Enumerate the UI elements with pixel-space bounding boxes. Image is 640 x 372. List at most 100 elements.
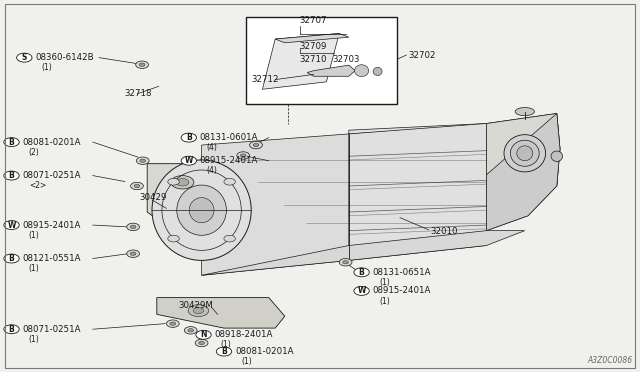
Ellipse shape [511,140,539,166]
Text: 32718: 32718 [125,89,152,98]
Circle shape [140,159,146,162]
Circle shape [195,339,208,347]
Polygon shape [157,298,285,328]
Ellipse shape [504,135,545,172]
Text: B: B [9,325,14,334]
Ellipse shape [373,67,382,76]
Circle shape [196,330,211,339]
Polygon shape [486,113,560,231]
Circle shape [216,347,232,356]
Text: 32710: 32710 [300,55,327,64]
Circle shape [131,252,136,255]
Ellipse shape [224,235,236,242]
Text: 08915-2401A: 08915-2401A [372,286,431,295]
Circle shape [241,154,246,157]
Polygon shape [202,231,525,275]
Text: 32703: 32703 [333,55,360,64]
Circle shape [166,320,179,327]
Polygon shape [486,113,560,231]
Circle shape [339,259,352,266]
Text: 08131-0601A: 08131-0601A [200,133,258,142]
Circle shape [131,182,143,190]
Text: N: N [200,330,207,339]
Polygon shape [262,33,339,89]
Text: (1): (1) [29,335,40,344]
Circle shape [188,329,193,332]
Text: 08918-2401A: 08918-2401A [214,330,273,339]
Circle shape [170,322,175,325]
Circle shape [131,225,136,228]
Circle shape [136,157,149,164]
Text: S: S [22,53,27,62]
Circle shape [253,143,259,147]
Circle shape [4,171,19,180]
Text: (1): (1) [379,297,390,306]
Ellipse shape [551,151,563,161]
Text: B: B [359,268,364,277]
Circle shape [140,63,145,67]
Ellipse shape [224,179,236,185]
Ellipse shape [168,179,179,185]
Polygon shape [349,124,486,260]
Circle shape [134,184,140,187]
Circle shape [4,221,19,230]
Polygon shape [307,65,355,76]
Circle shape [237,152,250,159]
Polygon shape [486,113,560,186]
Circle shape [4,325,19,334]
Text: (2): (2) [29,148,40,157]
Text: 08071-0251A: 08071-0251A [22,325,81,334]
Text: 32707: 32707 [300,16,327,25]
Ellipse shape [189,198,214,223]
Text: (1): (1) [241,357,252,366]
Circle shape [354,268,369,277]
Text: B: B [186,133,191,142]
Ellipse shape [355,65,369,77]
Circle shape [250,141,262,149]
Text: 08081-0201A: 08081-0201A [22,138,81,147]
Text: 30429M: 30429M [178,301,212,310]
Text: B: B [9,138,14,147]
Circle shape [4,254,19,263]
Text: 08121-0551A: 08121-0551A [22,254,81,263]
Text: (4): (4) [206,166,217,175]
Circle shape [171,176,194,189]
Circle shape [176,179,189,186]
Polygon shape [349,113,557,134]
Text: <2>: <2> [29,182,46,190]
Text: 32010: 32010 [430,227,458,236]
Circle shape [343,260,349,264]
Circle shape [181,133,196,142]
Text: 08131-0651A: 08131-0651A [372,268,431,277]
Text: 08360-6142B: 08360-6142B [35,53,94,62]
Circle shape [127,223,140,231]
Text: 32702: 32702 [408,51,436,60]
Circle shape [193,308,204,314]
Ellipse shape [517,146,532,161]
Text: (1): (1) [29,231,40,240]
Text: (1): (1) [42,63,52,72]
Text: 08071-0251A: 08071-0251A [22,171,81,180]
Circle shape [136,61,148,68]
Circle shape [181,156,196,165]
Text: 08915-2401A: 08915-2401A [22,221,81,230]
Polygon shape [147,164,221,231]
Ellipse shape [177,185,227,235]
Circle shape [4,138,19,147]
Text: 30429: 30429 [140,193,167,202]
Text: 32712: 32712 [252,75,279,84]
Text: (4): (4) [206,143,217,152]
Text: (1): (1) [221,340,232,349]
FancyBboxPatch shape [246,17,397,104]
Text: B: B [221,347,227,356]
Polygon shape [275,33,349,43]
Text: B: B [9,171,14,180]
Text: A3Z0C0086: A3Z0C0086 [587,356,632,365]
Text: W: W [357,286,366,295]
Circle shape [354,286,369,295]
Ellipse shape [515,108,534,116]
Text: (1): (1) [379,278,390,287]
Text: W: W [7,221,16,230]
Polygon shape [202,134,349,275]
Ellipse shape [152,160,252,260]
